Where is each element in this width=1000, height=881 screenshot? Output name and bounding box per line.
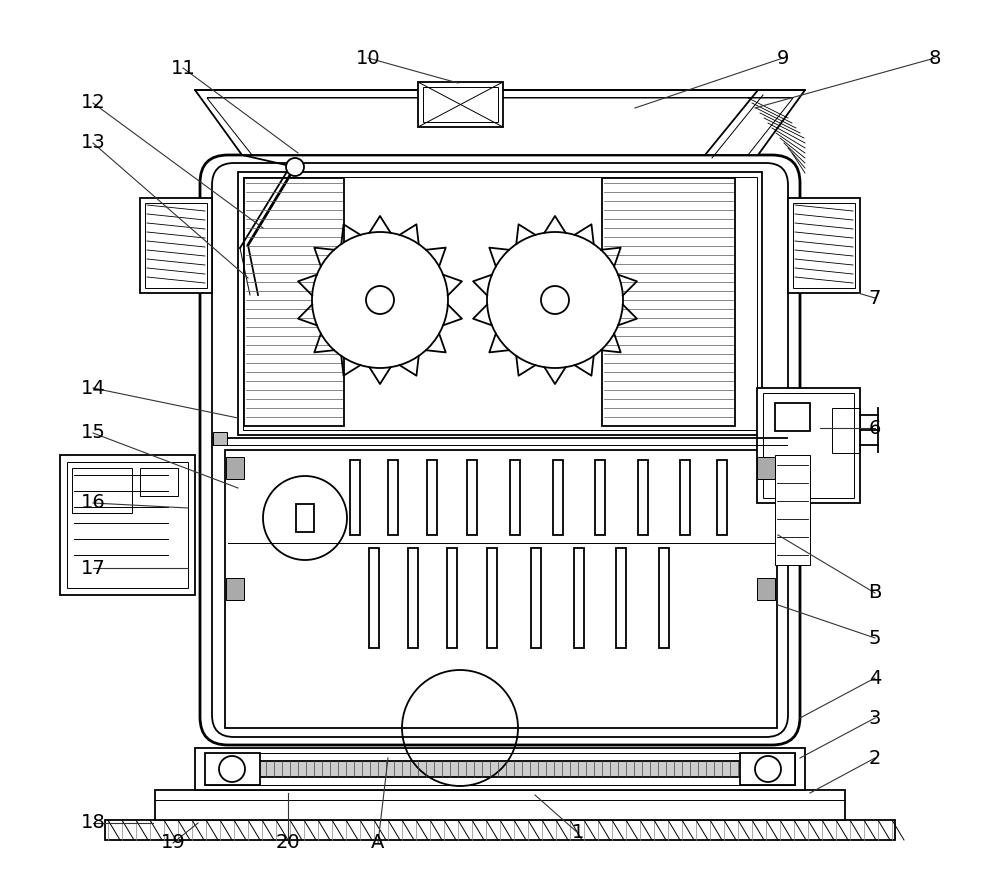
Polygon shape	[105, 820, 895, 840]
Circle shape	[312, 232, 448, 368]
Text: 8: 8	[929, 48, 941, 68]
Circle shape	[487, 232, 623, 368]
Bar	[248, 761, 753, 777]
Text: 19: 19	[161, 833, 185, 853]
Bar	[717, 460, 727, 535]
Bar	[659, 548, 669, 648]
Bar	[467, 460, 477, 535]
Text: 13: 13	[81, 134, 105, 152]
Bar	[788, 198, 860, 293]
Text: 4: 4	[869, 669, 881, 687]
Bar	[447, 548, 457, 648]
Bar	[638, 460, 648, 535]
Bar	[531, 548, 541, 648]
Text: 11: 11	[171, 58, 195, 78]
Bar	[225, 450, 777, 728]
Text: 17: 17	[81, 559, 105, 578]
Text: 1: 1	[572, 824, 584, 842]
Bar	[243, 177, 757, 430]
Bar	[763, 393, 854, 498]
Bar	[553, 460, 563, 535]
Text: 15: 15	[81, 424, 105, 442]
Bar	[350, 460, 360, 535]
Bar	[195, 748, 805, 790]
Text: 9: 9	[777, 48, 789, 68]
Text: 20: 20	[276, 833, 300, 853]
Text: 7: 7	[869, 288, 881, 307]
Text: 10: 10	[356, 48, 380, 68]
Bar	[67, 462, 188, 588]
Bar	[616, 548, 626, 648]
Bar	[140, 468, 178, 496]
Bar	[757, 578, 775, 600]
Bar	[72, 468, 132, 513]
Bar	[145, 203, 207, 288]
Polygon shape	[155, 790, 845, 820]
Circle shape	[263, 476, 347, 560]
Bar	[574, 548, 584, 648]
Polygon shape	[195, 90, 805, 155]
Bar	[680, 460, 690, 535]
Bar	[793, 203, 855, 288]
Bar	[740, 753, 795, 785]
Text: 5: 5	[869, 628, 881, 648]
Text: 6: 6	[869, 418, 881, 438]
Text: 18: 18	[81, 813, 105, 833]
Bar	[140, 198, 212, 293]
Bar	[205, 753, 795, 785]
Text: A: A	[371, 833, 385, 853]
Bar	[510, 460, 520, 535]
Circle shape	[541, 286, 569, 314]
Bar	[418, 82, 503, 127]
Bar	[408, 548, 418, 648]
Bar	[423, 87, 498, 122]
Bar	[487, 548, 497, 648]
Circle shape	[286, 158, 304, 176]
Text: 12: 12	[81, 93, 105, 113]
Text: 14: 14	[81, 379, 105, 397]
Bar	[296, 504, 314, 532]
Bar	[832, 408, 860, 453]
Circle shape	[219, 756, 245, 782]
Bar	[213, 432, 227, 445]
Text: B: B	[868, 583, 882, 603]
Bar	[595, 460, 605, 535]
Circle shape	[755, 756, 781, 782]
Bar	[205, 753, 260, 785]
Bar	[388, 460, 398, 535]
Bar	[226, 578, 244, 600]
Text: 16: 16	[81, 493, 105, 513]
Bar	[244, 178, 344, 426]
FancyBboxPatch shape	[200, 155, 800, 745]
Bar	[427, 460, 437, 535]
Bar	[226, 457, 244, 479]
Bar	[60, 455, 195, 595]
Bar	[775, 455, 810, 565]
Bar	[757, 457, 775, 479]
Bar	[369, 548, 379, 648]
Text: 2: 2	[869, 749, 881, 767]
Circle shape	[366, 286, 394, 314]
Bar	[238, 172, 762, 435]
Text: 3: 3	[869, 708, 881, 728]
Bar	[757, 388, 860, 503]
Bar	[602, 178, 735, 426]
Bar	[775, 403, 810, 431]
